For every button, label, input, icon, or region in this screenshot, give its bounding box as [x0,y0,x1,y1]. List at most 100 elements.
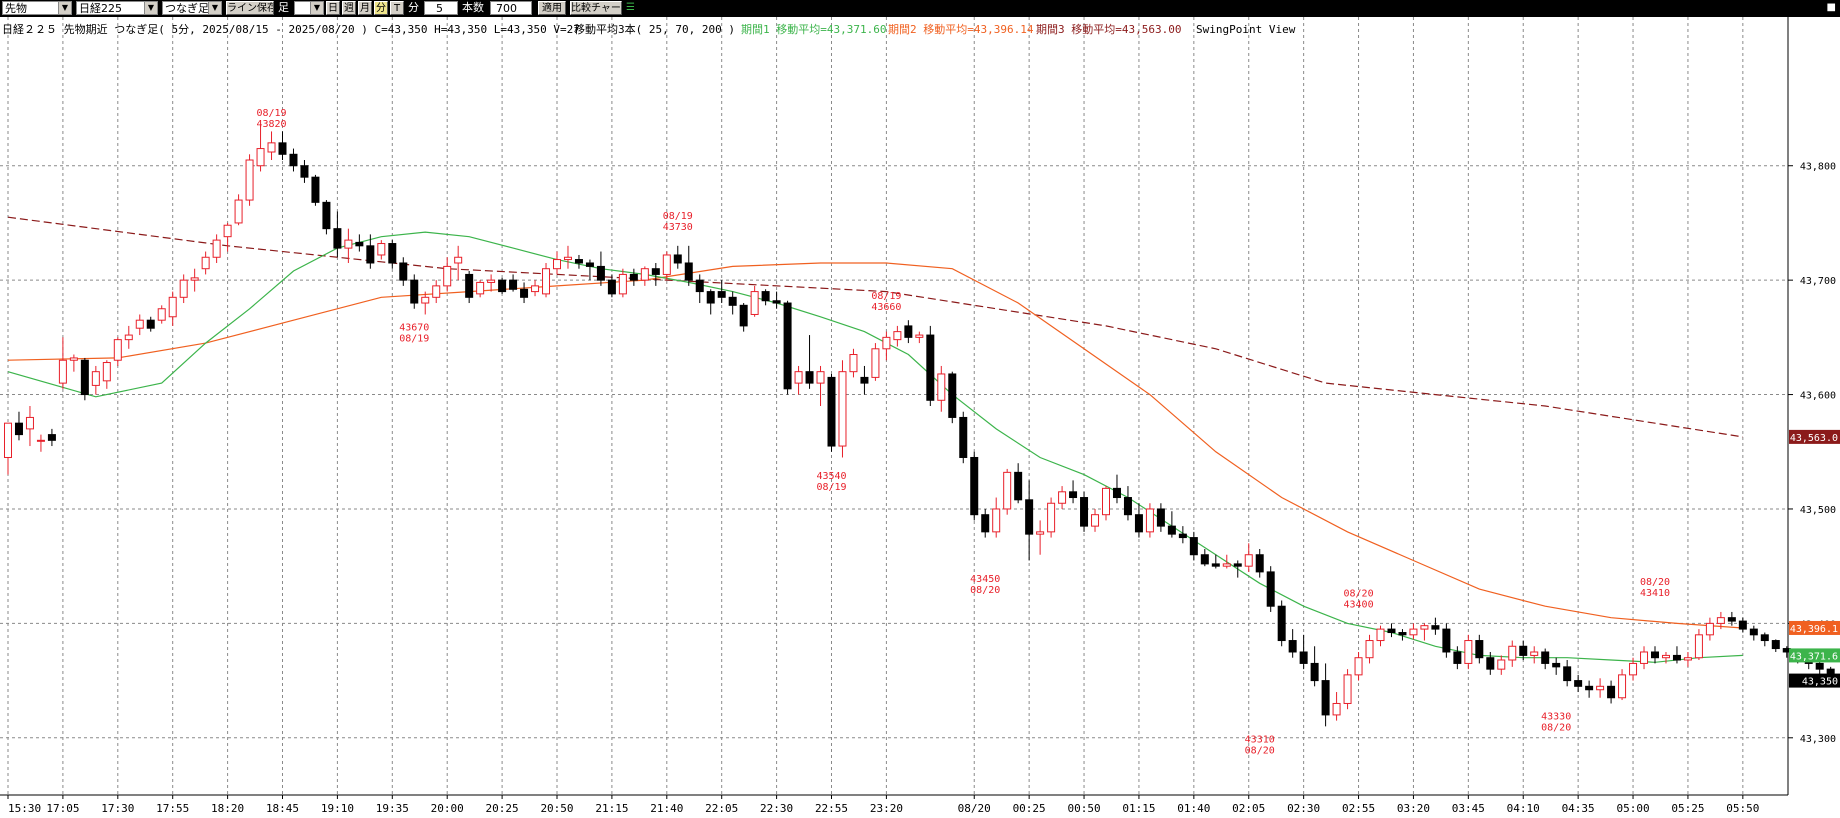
swing-point-line: 43450 [970,574,1000,585]
candle-body [454,256,463,264]
candle-body [827,376,836,447]
candle-body [80,359,89,396]
candle-body [574,259,583,264]
time-tick-label: 02:30 [1287,802,1320,815]
candles-group [4,125,1835,727]
price-tags-group: 43,563.0 43,396.1 43,371.6 43,350 [1789,429,1840,688]
candle-body [1453,651,1462,664]
candle-body [805,371,814,384]
time-tick-label: 21:15 [595,802,628,815]
price-tick-label: 43,300 [1800,734,1836,745]
candle-body [662,254,671,275]
period-select[interactable]: ▼ [294,1,324,15]
price-tag-label: 43,371.6 [1790,651,1838,662]
price-tag-box [1789,620,1840,635]
month-button[interactable]: 月 [358,1,372,15]
candle-body [882,336,891,350]
candle-body [1277,605,1286,642]
candle-body [915,334,924,338]
candle-body [1365,640,1374,659]
candle-body [289,153,298,167]
week-button[interactable]: 週 [342,1,356,15]
toolbar: 先物 ▼ 日経225 ▼ つなぎ足 ▼ ライン保存 足 ▼ 日 週 月 分 T 分 5… [0,0,1840,17]
swing-point-line: 08/19 [816,482,846,493]
candle-body [1607,685,1616,699]
compare-chart-button[interactable]: 比較チャート [570,1,622,15]
swing-point-line: 08/20 [970,585,1000,596]
time-tick-label: 20:25 [486,802,519,815]
price-tag-label: 43,396.1 [1790,624,1838,635]
interval-input[interactable]: 5 [424,1,458,15]
candle-body [102,362,111,382]
candle-body [1442,628,1451,653]
candle-body [893,331,902,341]
candle-body [1683,657,1692,661]
candle-body [860,376,869,384]
candle-body [25,416,34,430]
candle-body [761,291,770,302]
chevron-down-icon: ▼ [310,2,323,14]
time-tick-label: 20:00 [431,802,464,815]
candle-body [399,262,408,281]
candle-body [498,279,507,293]
candle-body [585,262,594,267]
candle-body [542,268,551,295]
count-input[interactable]: 700 [490,1,532,15]
save-layout-button[interactable]: ライン保存 [226,1,274,15]
candle-body [146,319,155,329]
time-tick-label: 05:25 [1671,802,1704,815]
candle-body [1552,662,1561,668]
candle-body [706,291,715,304]
chart-title: 日経２２５ 先物期近 つなぎ足( 5分, 2025/08/15 - 2025/0… [2,22,580,36]
candle-body [1025,499,1034,535]
swing-point-line: 43820 [256,119,286,130]
candle-body [1640,651,1649,664]
candle-body [1145,508,1154,533]
swing-point-line: 43310 [1245,734,1275,745]
candle-body [717,291,726,298]
candle-body [1738,620,1747,630]
candle-body [333,228,342,249]
candle-body [981,514,990,533]
candle-body [1519,645,1528,656]
swing-point-line: 08/19 [399,333,429,344]
category-select[interactable]: 先物 ▼ [2,1,72,15]
maximize-icon[interactable]: ■ [1826,2,1836,13]
candle-body [168,296,177,318]
candle-body [926,334,935,401]
symbol-select[interactable]: 日経225 ▼ [76,1,158,15]
candle-body [1727,617,1736,622]
swing-point-label: 43310 08/20 [1245,734,1275,756]
swing-point-label: 08/19 43730 [663,211,693,233]
candle-body [311,176,320,203]
candle-body [684,262,693,281]
apply-button[interactable]: 適用 [538,1,566,15]
candle-body [179,279,188,298]
candle-body [871,348,880,378]
candle-body [607,279,616,295]
time-tick-label: 03:20 [1397,802,1430,815]
candle-body [1091,514,1100,527]
candle-body [443,265,452,287]
day-button[interactable]: 日 [326,1,340,15]
candle-body [1014,471,1023,501]
swing-point-line: 43400 [1343,599,1373,610]
candle-body [1112,487,1121,499]
swing-point-label: 43670 08/19 [399,322,429,344]
chart-kind-select[interactable]: つなぎ足 ▼ [162,1,222,15]
candle-body [553,259,561,270]
candle-body [1760,634,1769,642]
swing-point-line: 08/20 [1640,577,1670,588]
minute-button[interactable]: 分 [374,1,388,15]
candle-body [1134,514,1143,533]
tick-button[interactable]: T [390,1,404,15]
candle-body [1310,662,1319,682]
candle-body [135,319,144,329]
swing-point-label: 08/20 43400 [1343,588,1373,610]
candle-body [47,434,56,441]
chart-settings-icon[interactable]: ☰ [626,2,635,13]
candle-body [1376,628,1385,642]
time-tick-label: 05:50 [1726,802,1759,815]
